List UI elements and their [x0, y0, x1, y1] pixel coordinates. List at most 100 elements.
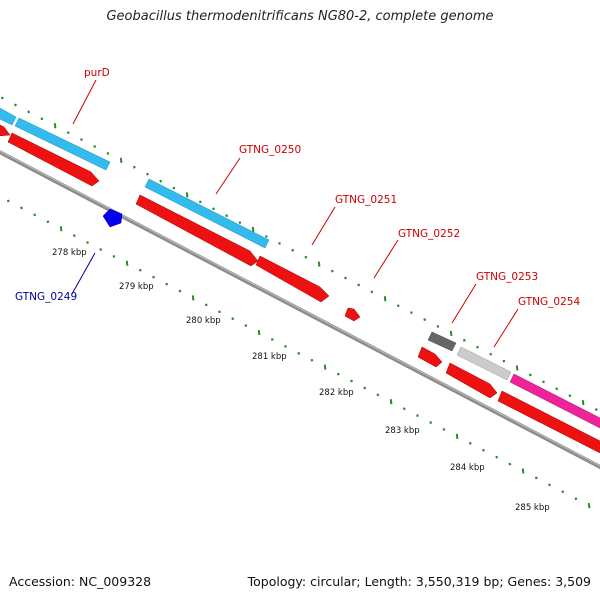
cds-gtng-0255[interactable]: [497, 390, 600, 455]
tick-dot-1-9: [125, 260, 129, 266]
tick-dot-0-24: [317, 261, 321, 267]
cds-arrow-left[interactable]: [0, 124, 11, 137]
tick-dot-0-36: [476, 345, 479, 349]
tick-dot-0-30: [396, 304, 400, 308]
tick-dot-0-18: [238, 221, 242, 225]
tick-dot-1-20: [270, 338, 274, 341]
tick-dot-1-38: [508, 462, 512, 466]
label-leader-lines: [71, 79, 519, 348]
tick-dot-1-16: [218, 310, 221, 314]
tick-label-285: 285 kbp: [515, 503, 550, 513]
tick-dot-1-12: [165, 282, 169, 286]
tick-dot-0-45: [594, 408, 598, 411]
feature-track: [0, 107, 600, 455]
tick-dot-1-21: [284, 345, 287, 348]
accession-text: Accession: NC_009328: [9, 574, 152, 589]
feature-purd-outer-left[interactable]: [0, 107, 17, 126]
cds-gtng-0251[interactable]: [255, 255, 330, 303]
tick-dot-1-39: [521, 468, 525, 474]
tick-dot-1-10: [138, 268, 142, 272]
tick-dot-1-22: [297, 351, 301, 355]
leader-gtng-0254: [493, 308, 519, 348]
gene-label-gtng-0254[interactable]: GTNG_0254: [518, 296, 580, 308]
feature-purd-outer[interactable]: [14, 117, 111, 171]
tick-dot-1-26: [350, 379, 353, 383]
feature-gtng-0253-outer[interactable]: [427, 331, 457, 352]
cds-purd[interactable]: [7, 132, 100, 187]
tick-dot-0-33: [436, 325, 440, 328]
gene-label-gtng-0253[interactable]: GTNG_0253: [476, 271, 538, 283]
leader-purd: [72, 79, 97, 125]
tick-dot-1-37: [495, 455, 499, 459]
tick-dot-0-40: [528, 373, 532, 377]
tick-dot-0-19: [251, 226, 255, 233]
tick-dot-0-10: [132, 165, 136, 169]
cds-gtng-0252[interactable]: [344, 307, 361, 322]
gene-label-gtng-0250[interactable]: GTNG_0250: [239, 144, 301, 156]
cds-gtng-0254[interactable]: [445, 362, 498, 399]
tick-dot-1-42: [561, 490, 565, 494]
feature-gtng-0250-outer[interactable]: [144, 178, 270, 249]
leader-gtng-0252: [373, 239, 399, 279]
tick-dot-0-35: [462, 338, 466, 342]
tick-dot-1-5: [72, 234, 76, 238]
tick-dot-1-23: [310, 358, 314, 362]
tick-dot-0-2: [27, 110, 31, 114]
tick-dot-1-28: [376, 393, 380, 397]
tick-dot-1-44: [587, 503, 591, 509]
tick-dot-1-8: [112, 254, 116, 258]
tick-dot-0-26: [344, 276, 347, 280]
tick-dot-0-21: [278, 242, 281, 245]
feature-magenta-outer[interactable]: [509, 373, 600, 429]
tick-dot-0-43: [568, 394, 572, 398]
position-tick-labels: 278 kbp 279 kbp 280 kbp 281 kbp 282 kbp …: [52, 248, 550, 513]
tick-dot-0-42: [555, 387, 559, 391]
leader-gtng-0251: [311, 206, 336, 246]
leader-gtng-0250: [215, 157, 241, 195]
tick-dot-0-32: [423, 318, 427, 321]
tick-dot-0-5: [66, 131, 70, 135]
tick-dot-0-11: [146, 172, 149, 176]
tick-dot-0-7: [93, 145, 97, 148]
backbone-highlight: [0, 150, 600, 467]
tick-dot-1-1: [20, 206, 23, 210]
map-title: Geobacillus thermodenitrificans NG80-2, …: [106, 9, 494, 24]
tick-dot-0-37: [489, 352, 493, 356]
tick-dot-0-25: [330, 269, 334, 273]
tick-dot-1-13: [178, 289, 182, 293]
tick-dot-0-38: [502, 359, 506, 363]
tick-dot-1-27: [363, 386, 367, 390]
tick-dot-1-36: [482, 448, 485, 452]
cds-gtng-0253[interactable]: [417, 346, 443, 368]
tick-dot-1-2: [33, 213, 37, 217]
gene-label-gtng-0251[interactable]: GTNG_0251: [335, 194, 397, 206]
tick-label-281: 281 kbp: [252, 352, 287, 362]
tick-dot-0-8: [106, 151, 110, 155]
backbone-line: [0, 149, 600, 470]
tick-dot-0-27: [357, 283, 361, 287]
cds-gtng-0249[interactable]: [102, 208, 123, 228]
cds-gtng-0250[interactable]: [135, 194, 259, 267]
tick-dot-1-35: [468, 441, 472, 445]
tick-dot-0-14: [185, 192, 189, 198]
tick-dot-0-31: [410, 311, 413, 315]
tick-dot-1-6: [86, 241, 89, 244]
leader-gtng-0253: [451, 283, 477, 324]
tick-dot-1-31: [416, 414, 419, 418]
tick-dot-1-0: [6, 199, 10, 203]
gene-label-gtng-0249[interactable]: GTNG_0249: [15, 291, 77, 303]
tick-dot-1-32: [429, 421, 433, 424]
tick-dot-1-15: [204, 303, 208, 307]
tick-dot-0-17: [225, 214, 229, 218]
gene-label-purd[interactable]: purD: [84, 67, 110, 79]
tick-label-280: 280 kbp: [186, 316, 221, 326]
gene-label-gtng-0252[interactable]: GTNG_0252: [398, 228, 460, 240]
tick-dot-0-15: [198, 200, 202, 204]
tick-dot-0-6: [80, 138, 83, 141]
tick-dot-1-25: [336, 372, 340, 376]
tick-dot-0-9: [119, 157, 123, 163]
feature-gtng-0254-outer[interactable]: [456, 346, 512, 381]
tick-label-278: 278 kbp: [52, 248, 87, 258]
tick-dot-1-29: [389, 399, 393, 405]
